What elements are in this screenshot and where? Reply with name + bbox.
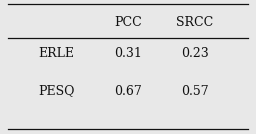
Text: 0.23: 0.23 — [181, 47, 208, 60]
Text: 0.67: 0.67 — [114, 85, 142, 98]
Text: ERLE: ERLE — [38, 47, 74, 60]
Text: PCC: PCC — [114, 16, 142, 29]
Text: 0.57: 0.57 — [181, 85, 208, 98]
Text: SRCC: SRCC — [176, 16, 213, 29]
Text: PESQ: PESQ — [38, 85, 75, 98]
Text: 0.31: 0.31 — [114, 47, 142, 60]
